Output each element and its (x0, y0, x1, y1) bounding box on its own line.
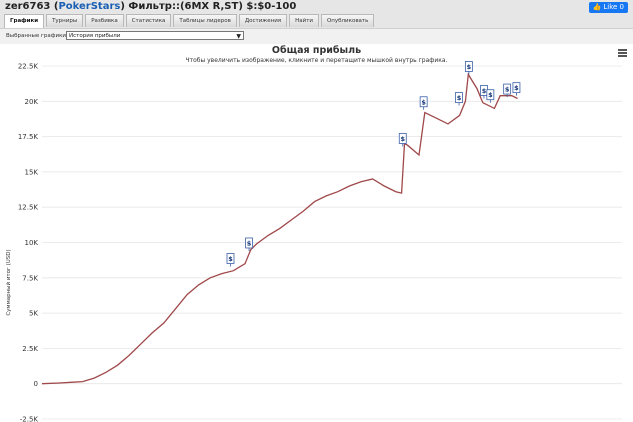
thumbs-up-icon: 👍 (592, 3, 602, 11)
player-name: zer6763 (5, 1, 51, 12)
flag-label: $ (421, 98, 426, 106)
graph-select-value: История прибыли (69, 33, 121, 39)
like-label: Like 0 (603, 3, 624, 11)
page-title: zer6763 (PokerStars) Фильтр::(6MX R,ST) … (5, 1, 297, 12)
profit-line (41, 72, 518, 385)
y-axis-label: Суммарный итог (USD) (5, 249, 12, 315)
y-tick-label: 22.5K (18, 63, 39, 71)
tab-achievements[interactable]: Достижения (238, 14, 288, 27)
dollar-flag-marker[interactable]: $ (486, 89, 495, 103)
tab-find[interactable]: Найти (289, 14, 319, 27)
y-tick-label: 7.5K (22, 274, 38, 282)
flag-label: $ (488, 91, 493, 99)
flag-label: $ (505, 86, 510, 94)
y-tick-label: 5K (29, 310, 38, 318)
profit-chart: -2.5K 0 2.5K 5K 7.5K 10K 12.5K 15K 17.5K 20K 22.5K… (5, 61, 622, 422)
tab-breakdown[interactable]: Разбивка (85, 14, 124, 27)
flag-label: $ (247, 239, 252, 247)
y-tick-label: 2.5K (22, 345, 38, 353)
site-link[interactable]: PokerStars (58, 1, 121, 12)
like-button[interactable]: 👍 Like 0 (588, 2, 628, 13)
y-tick-label: 12.5K (18, 204, 39, 212)
dollar-flag-marker[interactable]: $ (512, 82, 521, 96)
chevron-down-icon: ▼ (236, 33, 241, 40)
flag-label: $ (228, 255, 233, 263)
tab-statistics[interactable]: Статистика (125, 14, 172, 27)
tab-publish[interactable]: Опубликовать (320, 14, 375, 27)
tab-bar: Графики Турниры Разбивка Статистика Табл… (4, 14, 375, 28)
y-tick-label: 10K (25, 239, 39, 247)
tab-leaderboards[interactable]: Таблицы лидеров (173, 14, 237, 27)
flag-label: $ (467, 63, 472, 71)
dollar-flag-marker[interactable]: $ (419, 96, 428, 110)
dollar-flag-marker[interactable]: $ (480, 85, 488, 99)
page-header: zer6763 (PokerStars) Фильтр::(6MX R,ST) … (0, 0, 633, 14)
dollar-flag-marker[interactable]: $ (455, 92, 463, 106)
flag-label: $ (400, 135, 405, 143)
filter-text: Фильтр::(6MX R,ST) $:$0-100 (128, 1, 297, 12)
dollar-flag-marker[interactable]: $ (398, 133, 407, 147)
flag-label: $ (457, 94, 462, 102)
graph-select-label: Выбранные графики: (6, 33, 68, 39)
chart-container[interactable]: Общая прибыль Чтобы увеличить изображени… (0, 44, 633, 422)
flag-label: $ (514, 84, 519, 92)
flag-label: $ (482, 87, 487, 95)
y-tick-label: 15K (25, 168, 39, 176)
chart-title: Общая прибыль (271, 45, 362, 56)
y-tick-label: -2.5K (20, 416, 39, 422)
dollar-flag-marker[interactable]: $ (226, 253, 235, 267)
y-tick-label: 20K (25, 98, 39, 106)
dollar-flag-marker[interactable]: $ (464, 61, 473, 75)
chart-subtitle: Чтобы увеличить изображение, кликните и … (185, 57, 448, 64)
menu-icon[interactable] (618, 49, 627, 59)
graph-toolbar: Выбранные графики: История прибыли ▼ (0, 28, 633, 45)
dollar-flag-marker[interactable]: $ (503, 83, 512, 98)
y-tick-label: 0 (34, 380, 38, 388)
y-tick-label: 17.5K (18, 133, 39, 141)
dollar-flag-marker[interactable]: $ (245, 237, 253, 251)
tab-graphs[interactable]: Графики (4, 14, 45, 28)
tab-tournaments[interactable]: Турниры (46, 14, 84, 27)
graph-select[interactable]: История прибыли ▼ (66, 31, 244, 40)
